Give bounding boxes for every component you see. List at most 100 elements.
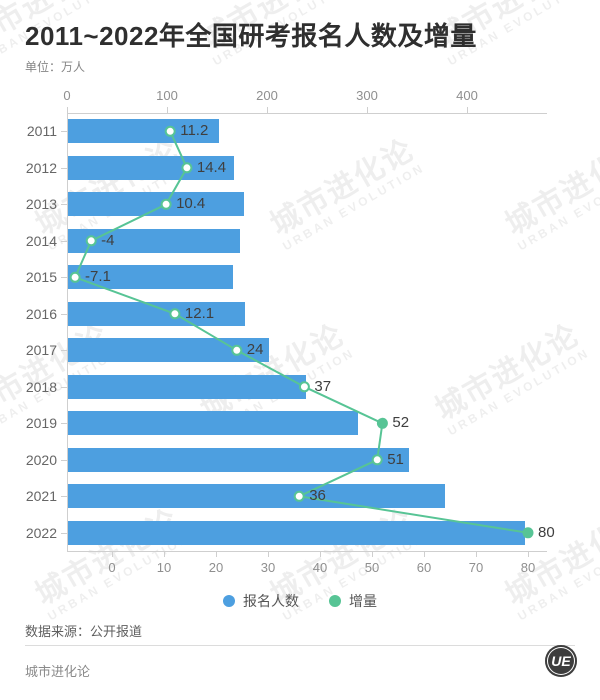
ue-logo-text: UE	[551, 653, 571, 669]
footer-divider	[25, 645, 575, 646]
increment-point-marker	[69, 271, 81, 283]
bottom-axis-tick	[111, 551, 113, 557]
year-label: 2013	[25, 196, 57, 213]
left-axis-line	[67, 113, 68, 551]
increment-value-label: 12.1	[184, 304, 215, 322]
year-label: 2021	[25, 488, 57, 505]
increment-line-path	[73, 130, 529, 534]
bottom-axis-tick-label: 80	[520, 560, 536, 575]
data-source-note: 数据来源：公开报道	[25, 624, 143, 639]
ue-logo: UE	[545, 645, 577, 677]
top-axis-tick	[367, 107, 368, 113]
increment-point-marker	[293, 490, 305, 502]
year-axis-tick	[61, 131, 67, 133]
top-axis-tick-label: 200	[256, 88, 278, 103]
top-axis-tick-label: 0	[63, 88, 71, 103]
increment-value-label: 24	[246, 341, 264, 359]
legend-label-increment: 增量	[349, 593, 377, 609]
bottom-axis-tick-label: 30	[260, 560, 276, 575]
registrations-bar	[68, 192, 244, 217]
top-axis-tick-label: 100	[156, 88, 178, 103]
year-label: 2017	[25, 342, 57, 359]
year-label: 2011	[26, 123, 57, 140]
increment-point-marker	[371, 454, 383, 466]
increment-value-label: 11.2	[180, 122, 209, 140]
year-label: 2015	[25, 269, 57, 286]
legend-label-registrations: 报名人数	[243, 593, 299, 609]
bottom-axis-line	[67, 551, 547, 552]
increment-point-marker	[522, 527, 534, 539]
bottom-axis-tick-label: 50	[364, 560, 380, 575]
year-axis-tick	[61, 240, 67, 242]
year-label: 2019	[25, 415, 57, 432]
registrations-bar	[68, 155, 234, 180]
year-axis-tick	[61, 350, 67, 352]
bottom-axis-tick	[372, 551, 373, 557]
top-axis-tick-label: 300	[356, 88, 378, 103]
top-axis-tick-label: 400	[456, 88, 478, 103]
increment-value-label: -4	[101, 231, 115, 249]
bottom-axis-tick	[163, 551, 165, 557]
increment-point-marker	[164, 125, 176, 137]
top-axis-tick	[67, 107, 68, 113]
bottom-axis-tick-label: 10	[156, 560, 172, 575]
bottom-axis-tick-label: 0	[108, 560, 116, 575]
top-axis-tick	[167, 107, 168, 113]
increment-point-marker	[231, 344, 243, 356]
increment-value-label: 10.4	[176, 195, 206, 213]
increment-value-label: 80	[538, 523, 555, 541]
bottom-axis-tick	[320, 551, 321, 557]
unit-label: 单位：万人	[25, 60, 86, 74]
year-label: 2018	[25, 378, 57, 395]
legend-item-registrations: 报名人数	[223, 591, 299, 611]
year-axis-tick	[61, 532, 67, 534]
bottom-axis-tick-label: 20	[208, 560, 224, 575]
bottom-axis-tick	[424, 551, 425, 557]
year-axis-tick	[61, 386, 67, 388]
bottom-axis-tick-label: 60	[416, 560, 432, 575]
increment-point-marker	[160, 198, 172, 210]
brand-name: 城市进化论	[25, 664, 91, 679]
top-axis-tick	[267, 107, 268, 113]
year-axis-tick	[61, 496, 67, 498]
increment-point-marker	[376, 417, 388, 429]
registrations-bar	[68, 520, 525, 545]
top-axis-tick	[467, 107, 468, 113]
year-axis-tick	[61, 459, 67, 461]
registrations-bar	[68, 447, 409, 472]
year-axis-tick	[61, 423, 67, 425]
year-label: 2022	[25, 524, 57, 541]
increment-point-marker	[169, 308, 181, 320]
year-axis-tick	[61, 204, 67, 206]
bottom-axis-tick-label: 70	[468, 560, 484, 575]
page-title: 2011~2022年全国研考报名人数及增量	[25, 21, 477, 51]
year-label: 2014	[25, 232, 57, 249]
bottom-axis-tick	[528, 551, 530, 557]
registrations-bar	[68, 484, 445, 509]
year-label: 2016	[25, 305, 57, 322]
year-axis-tick	[61, 277, 67, 279]
increment-value-label: 51	[387, 450, 404, 468]
registrations-bar	[68, 119, 220, 144]
increment-value-label: 36	[309, 487, 326, 505]
top-axis-line	[67, 113, 547, 114]
increment-value-label: 14.4	[196, 158, 227, 176]
registrations-bar	[68, 374, 306, 399]
bottom-axis-tick	[476, 551, 477, 557]
bottom-axis-tick-label: 40	[312, 560, 328, 575]
legend-dot-green	[329, 595, 341, 607]
year-axis-tick	[61, 313, 67, 315]
chart-legend: 报名人数 增量	[0, 591, 600, 611]
increment-point-marker	[85, 235, 97, 247]
year-label: 2012	[25, 159, 57, 176]
year-axis-tick	[61, 167, 67, 169]
increment-value-label: 52	[392, 414, 410, 432]
increment-value-label: -7.1	[85, 268, 111, 286]
increment-point-marker	[298, 381, 310, 393]
registrations-bar	[68, 301, 245, 326]
registrations-bar	[68, 411, 358, 436]
bottom-axis-tick	[267, 551, 269, 557]
increment-value-label: 37	[314, 377, 332, 395]
legend-dot-blue	[223, 595, 235, 607]
